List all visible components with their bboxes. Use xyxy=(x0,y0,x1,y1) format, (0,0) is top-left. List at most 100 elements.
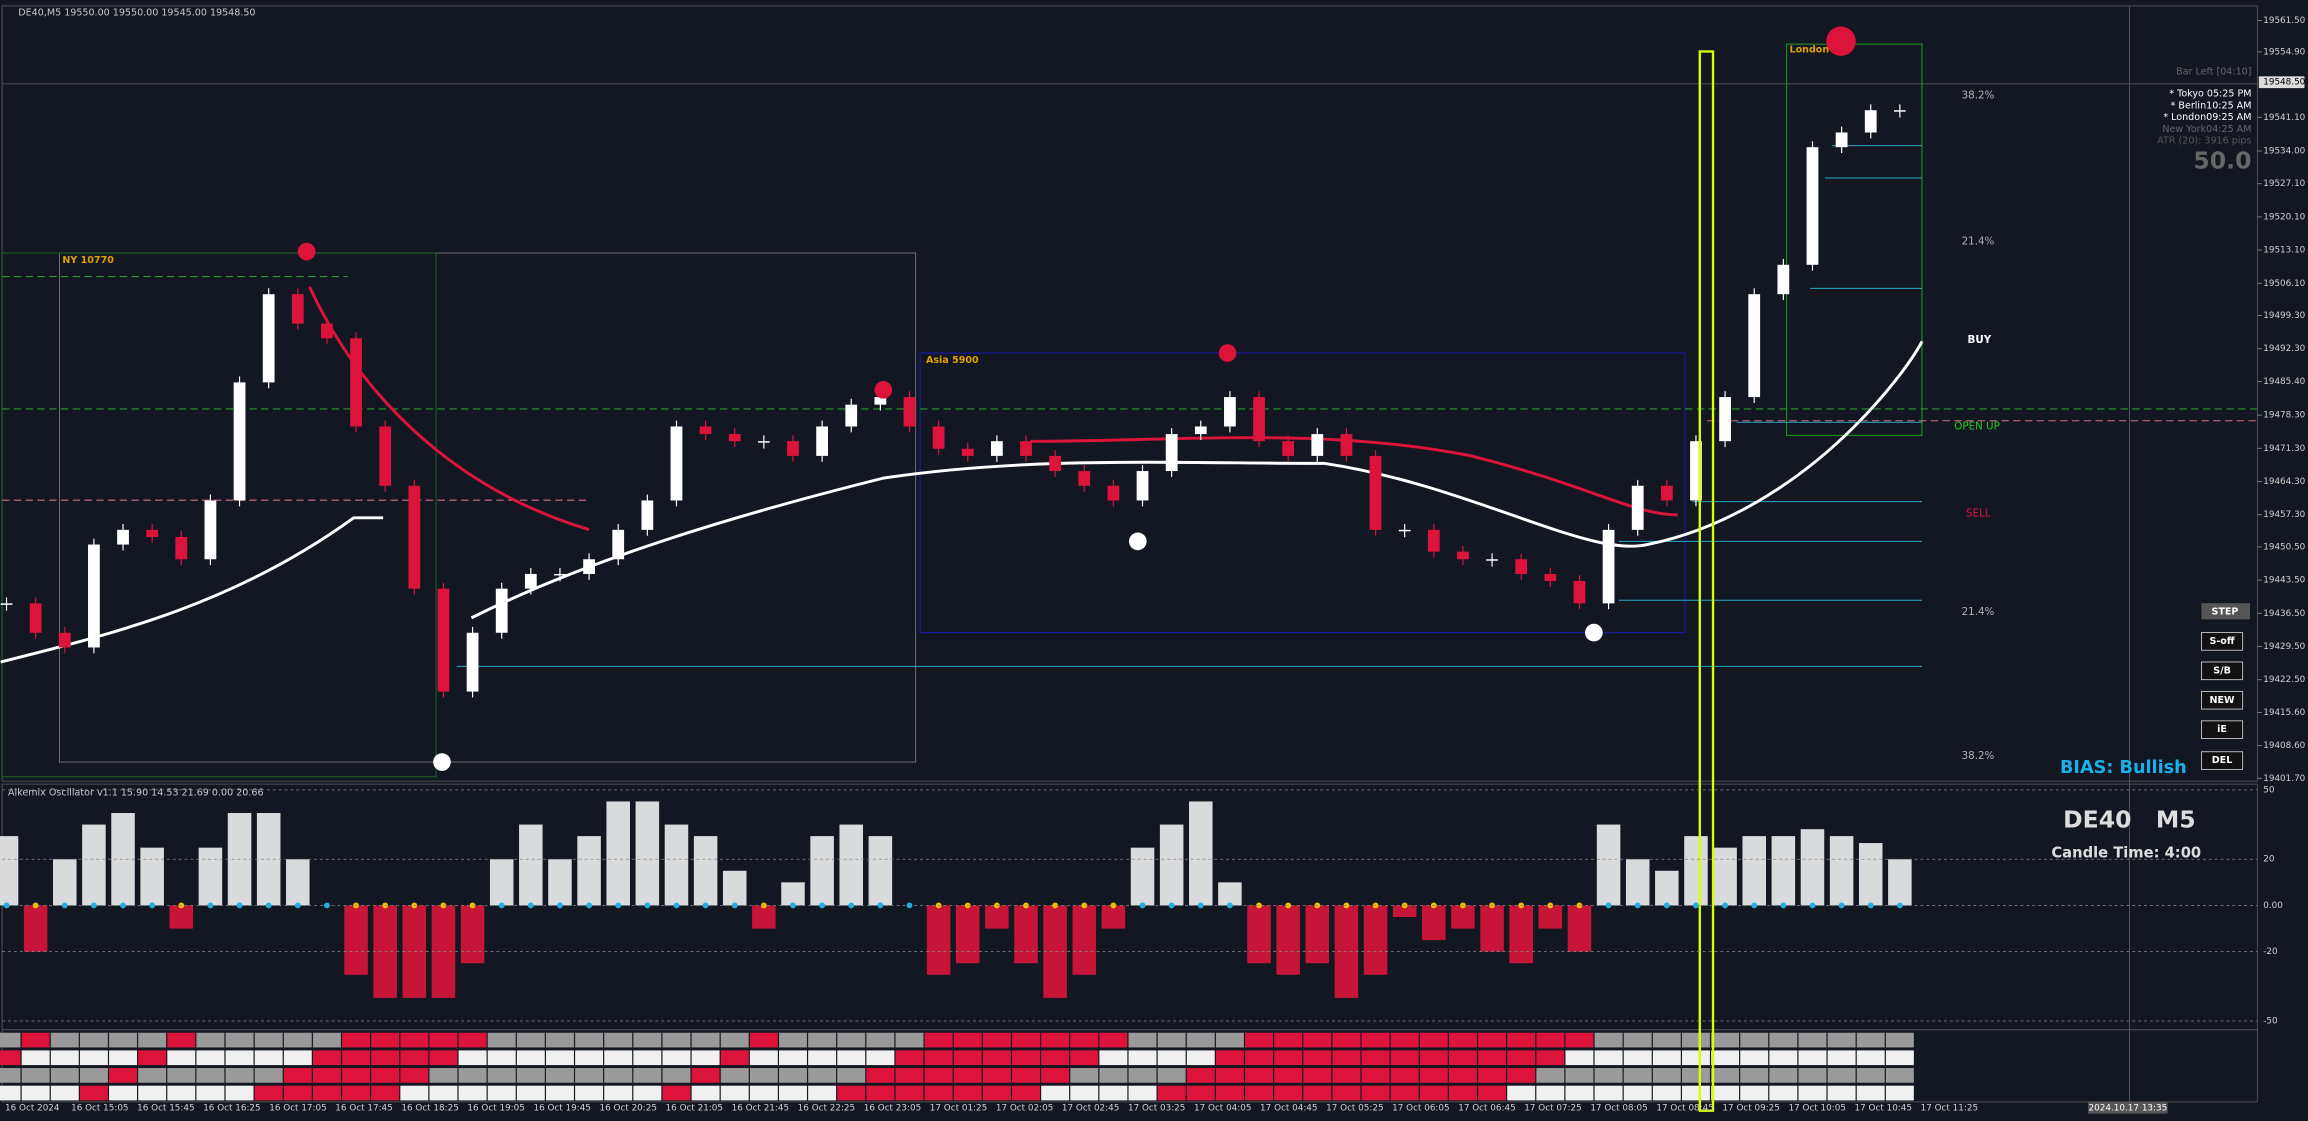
candle xyxy=(990,441,1003,456)
button[interactable] xyxy=(2201,690,2244,710)
strip-cell xyxy=(1594,1068,1623,1083)
osc-bar xyxy=(140,847,164,906)
candle xyxy=(1311,434,1324,456)
button-label[interactable]: S-off xyxy=(2209,636,2234,647)
osc-bar xyxy=(926,905,951,975)
strip-cell xyxy=(1769,1085,1798,1101)
osc-bar xyxy=(0,836,19,906)
x-tick-label: 16 Oct 17:05 xyxy=(269,1103,326,1113)
info-bar-left: Bar Left [04:10] xyxy=(2176,67,2251,78)
strip-cell xyxy=(429,1032,458,1048)
button-label[interactable]: iE xyxy=(2217,724,2227,735)
strip-cell xyxy=(79,1050,108,1066)
button[interactable] xyxy=(2201,751,2244,770)
strip-cell xyxy=(953,1085,982,1101)
strip-cell xyxy=(1303,1050,1332,1066)
x-tick-label: 17 Oct 10:45 xyxy=(1855,1103,1912,1113)
strip-cell xyxy=(371,1085,400,1101)
y-tick-label: 19443.50 xyxy=(2263,576,2305,586)
candle xyxy=(1835,132,1848,148)
osc-zero-dot xyxy=(1168,902,1175,909)
strip-cell xyxy=(0,1032,21,1048)
strip-cell xyxy=(749,1068,778,1083)
y-tick-label: 19422.50 xyxy=(2263,675,2305,685)
strip-cell xyxy=(254,1032,283,1048)
main-panel xyxy=(1,5,2258,782)
bias-label: BIAS: Bullish xyxy=(2060,758,2187,778)
osc-zero-dot xyxy=(61,902,68,909)
candle xyxy=(1078,471,1091,486)
strip-cell xyxy=(312,1032,341,1048)
osc-bar xyxy=(577,836,601,906)
button-label[interactable]: DEL xyxy=(2212,755,2233,766)
strip-cell xyxy=(516,1085,545,1101)
button[interactable] xyxy=(2201,632,2244,651)
strip-cell xyxy=(1099,1085,1128,1101)
strip-cell xyxy=(487,1032,516,1048)
x-tick-label: 16 Oct 19:05 xyxy=(467,1103,524,1113)
strip-cell xyxy=(1856,1050,1885,1066)
strip-cell xyxy=(138,1068,167,1083)
strip-cell xyxy=(866,1032,895,1048)
osc-zero-dot xyxy=(1052,902,1059,909)
strip-cell xyxy=(1274,1032,1303,1048)
y-tick-label: 19464.30 xyxy=(2263,477,2305,487)
strip-cell xyxy=(400,1050,429,1066)
strip-cell xyxy=(575,1068,604,1083)
strip-cell xyxy=(1303,1068,1332,1083)
x-tick-label: 17 Oct 03:25 xyxy=(1128,1103,1185,1113)
strip-cell xyxy=(1245,1050,1274,1066)
button-label[interactable]: NEW xyxy=(2210,695,2236,706)
candle xyxy=(379,426,392,486)
x-tick-label: 16 Oct 16:25 xyxy=(203,1103,260,1113)
osc-zero-dot xyxy=(90,902,97,909)
strip-cell xyxy=(1041,1032,1070,1048)
button[interactable] xyxy=(2201,661,2244,681)
candle xyxy=(262,294,275,383)
osc-bar xyxy=(1014,905,1038,964)
strip-cell xyxy=(545,1032,574,1048)
y-tick-label: 19415.60 xyxy=(2263,708,2305,718)
osc-zero-dot xyxy=(1780,902,1787,909)
strip-cell xyxy=(1536,1032,1565,1048)
button[interactable] xyxy=(2201,603,2250,620)
button-label[interactable]: S/B xyxy=(2213,665,2231,676)
candle xyxy=(1194,426,1207,435)
strip-cell xyxy=(749,1032,778,1048)
osc-bar xyxy=(344,905,368,975)
osc-bar xyxy=(1363,905,1388,975)
osc-zero-dot xyxy=(1634,902,1641,909)
candle-time: Candle Time: 4:00 xyxy=(2051,844,2201,861)
strip-cell xyxy=(167,1050,196,1066)
osc-zero-dot xyxy=(1256,902,1262,909)
strip-cell xyxy=(1128,1050,1157,1066)
candle xyxy=(874,397,887,405)
moving-average xyxy=(0,340,1924,664)
strip-cell xyxy=(1361,1085,1390,1101)
strip-cell xyxy=(1623,1032,1652,1048)
x-tick-label: 17 Oct 05:25 xyxy=(1326,1103,1383,1113)
candle xyxy=(1398,529,1411,532)
osc-bar xyxy=(1159,824,1184,906)
level-label: SELL xyxy=(1966,507,1991,519)
candle xyxy=(554,573,566,576)
button-label[interactable]: STEP xyxy=(2212,606,2239,617)
strip-cell xyxy=(924,1068,953,1083)
strip-cell xyxy=(779,1032,807,1048)
strip-cell xyxy=(1652,1032,1681,1048)
strip-cell xyxy=(1245,1032,1274,1048)
osc-zero-dot xyxy=(469,902,476,909)
strip-cell xyxy=(458,1068,487,1083)
osc-bar xyxy=(460,905,485,964)
osc-zero-dot xyxy=(1285,902,1292,909)
strip-cell xyxy=(1361,1050,1390,1066)
strip-cell xyxy=(1507,1050,1536,1066)
strip-cell xyxy=(1711,1068,1740,1083)
button[interactable] xyxy=(2201,720,2244,739)
strip-cell xyxy=(487,1050,516,1066)
osc-bar xyxy=(1130,847,1155,906)
strip-cell xyxy=(1128,1032,1157,1048)
strip-cell xyxy=(1361,1032,1390,1048)
osc-zero-dot xyxy=(1809,902,1816,909)
level-label: 38.2% xyxy=(1962,750,1995,762)
